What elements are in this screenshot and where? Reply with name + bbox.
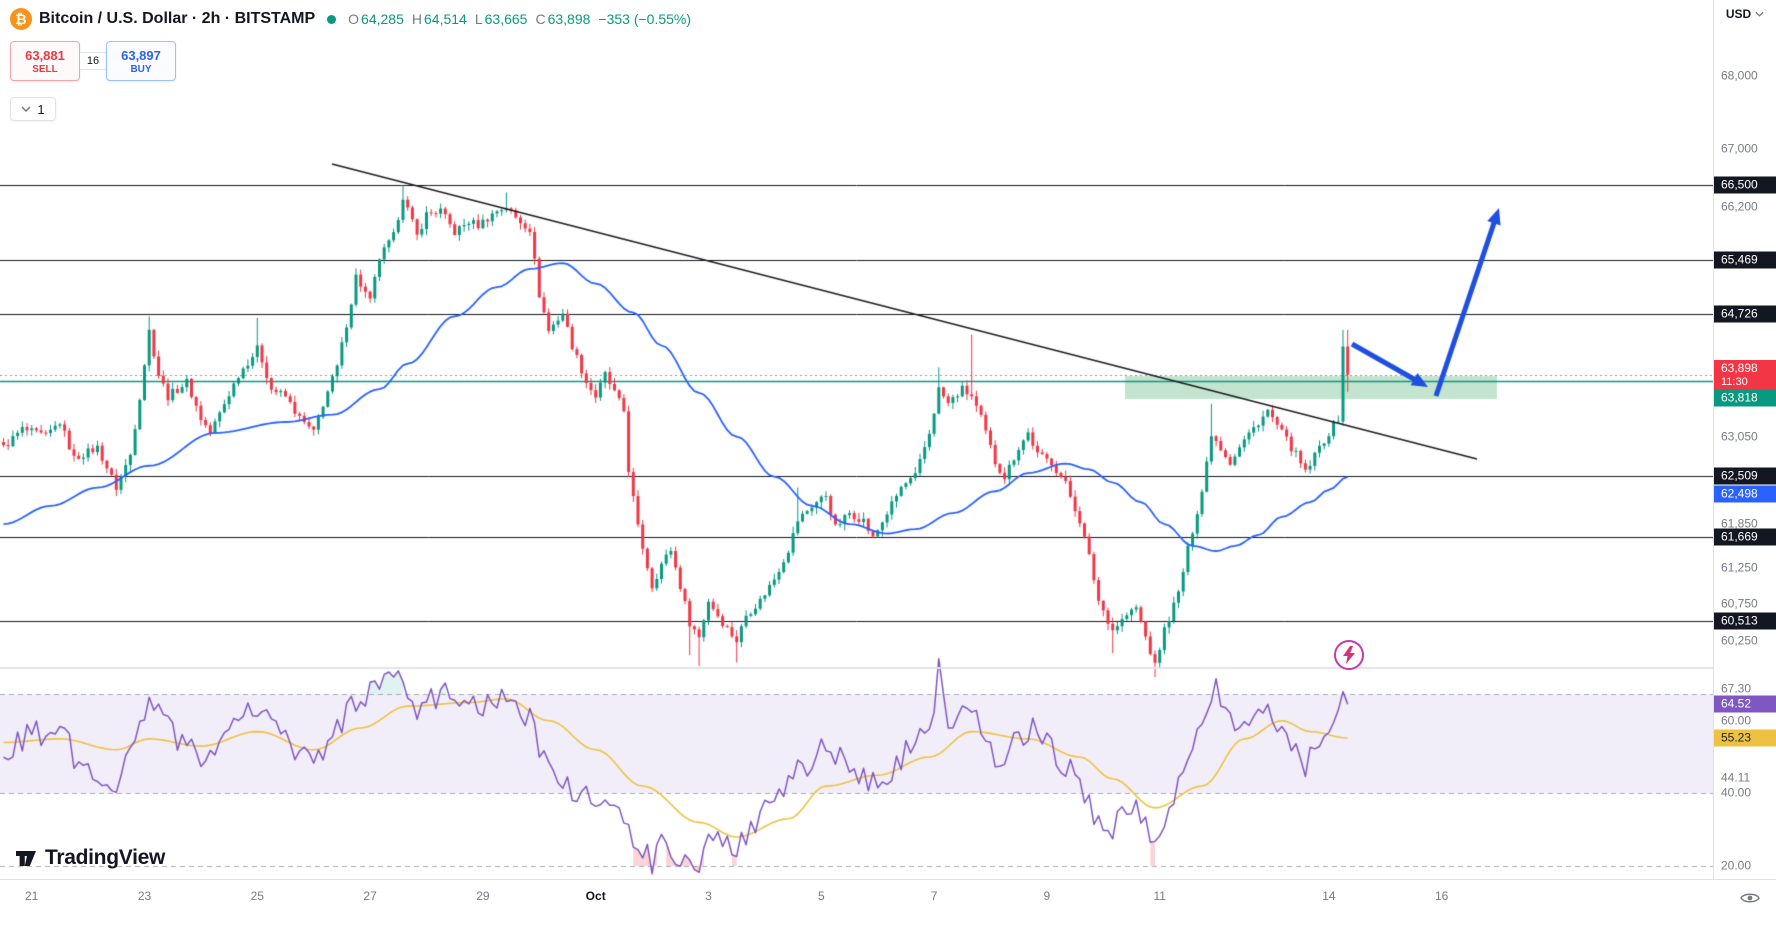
chevron-down-icon: [21, 106, 31, 112]
time-axis-label: 23: [137, 889, 152, 903]
rsi-axis-label: 40.00: [1721, 785, 1752, 800]
trade-panel: 63,881 SELL 16 63,897 BUY: [10, 41, 691, 81]
time-axis-label: 5: [817, 889, 825, 903]
symbol-title[interactable]: Bitcoin / U.S. Dollar · 2h · BITSTAMP: [39, 10, 316, 27]
ohlc-high: H 64,514: [411, 11, 467, 27]
time-axis-label: 16: [1435, 889, 1449, 903]
eye-icon[interactable]: [1740, 891, 1760, 910]
price-axis-label: 60,750: [1721, 596, 1758, 611]
price-level-badge: 61,669: [1714, 528, 1776, 546]
tradingview-logo[interactable]: TradingView: [14, 846, 165, 870]
buy-label: BUY: [130, 63, 152, 75]
teal-level-badge: 63,818: [1714, 389, 1776, 407]
rsi-ma-badge: 55.23: [1714, 729, 1776, 747]
sell-label: SELL: [32, 63, 58, 75]
sell-price: 63,881: [25, 47, 65, 63]
ohlc-change: −353 (−0.55%): [598, 11, 692, 27]
time-axis-label: 25: [250, 889, 264, 903]
time-axis-label: 27: [363, 889, 377, 903]
current-price-badge: 63,898 11:30: [1714, 359, 1776, 390]
rsi-axis-label: 20.00: [1721, 858, 1752, 873]
price-axis[interactable]: USD 68,000 67,000 66,200 63,050 61,850 61,250…: [1713, 0, 1776, 879]
time-axis-label: 21: [25, 889, 39, 903]
ma-value-badge: 62,498: [1714, 485, 1776, 503]
lightning-bolt-icon: [1343, 646, 1355, 664]
price-level-badge: 60,513: [1714, 612, 1776, 630]
bitcoin-icon: ₿: [10, 8, 32, 30]
rsi-axis-label: 44.11: [1721, 770, 1751, 785]
rsi-axis-label: 60.00: [1721, 713, 1752, 728]
time-axis-label: 29: [476, 889, 490, 903]
spread-value: 16: [80, 52, 106, 70]
rsi-value-badge: 64.52: [1714, 695, 1776, 713]
tradingview-logo-text: TradingView: [45, 846, 166, 869]
ohlc-close: C 63,898: [535, 11, 591, 27]
price-chart-canvas[interactable]: [0, 0, 1713, 878]
time-axis[interactable]: 21 23 25 27 29 Oct 3 5 7 9 11 14 16: [0, 879, 1776, 928]
tradingview-logo-icon: [16, 851, 36, 866]
chart-legend-overlay: ₿ Bitcoin / U.S. Dollar · 2h · BITSTAMP …: [10, 6, 691, 121]
price-axis-label: 66,200: [1721, 199, 1758, 214]
ohlc-open: O 64,285: [348, 11, 404, 27]
time-axis-label: 3: [705, 889, 712, 903]
drawings-count: 1: [37, 101, 45, 117]
drawings-dropdown[interactable]: 1: [10, 97, 56, 121]
time-axis-label: 7: [930, 889, 938, 903]
ohlc-low: L 63,665: [474, 11, 528, 27]
price-level-badge: 65,469: [1714, 251, 1776, 269]
price-level-badge: 66,500: [1714, 176, 1776, 194]
price-axis-label: 60,250: [1721, 633, 1758, 648]
buy-button[interactable]: 63,897 BUY: [106, 41, 176, 81]
symbol-header: ₿ Bitcoin / U.S. Dollar · 2h · BITSTAMP …: [10, 6, 691, 32]
currency-label: USD: [1725, 6, 1752, 21]
pattern-flash-icon[interactable]: [1334, 640, 1364, 670]
market-status-dot[interactable]: [327, 14, 337, 24]
price-axis-label: 68,000: [1721, 68, 1758, 83]
rsi-axis-label: 67.30: [1721, 681, 1752, 696]
time-axis-label: Oct: [585, 889, 606, 903]
currency-selector[interactable]: USD: [1714, 0, 1776, 27]
sell-button[interactable]: 63,881 SELL: [10, 41, 80, 81]
time-axis-label: 14: [1322, 889, 1336, 903]
price-level-badge: 64,726: [1714, 305, 1776, 323]
time-axis-label: 11: [1153, 889, 1166, 903]
ohlc-readout: O 64,285 H 64,514 L 63,665 C 63,898 −353 (−0…: [348, 11, 691, 27]
time-axis-label: 9: [1043, 889, 1051, 903]
buy-price: 63,897: [121, 47, 161, 63]
price-level-badge: 62,509: [1714, 467, 1776, 485]
price-axis-label: 63,050: [1721, 429, 1758, 444]
price-axis-label: 67,000: [1721, 141, 1758, 156]
price-axis-label: 61,250: [1721, 560, 1758, 575]
price-axis-label: 61,850: [1721, 516, 1758, 531]
chevron-down-icon: [1755, 11, 1764, 17]
